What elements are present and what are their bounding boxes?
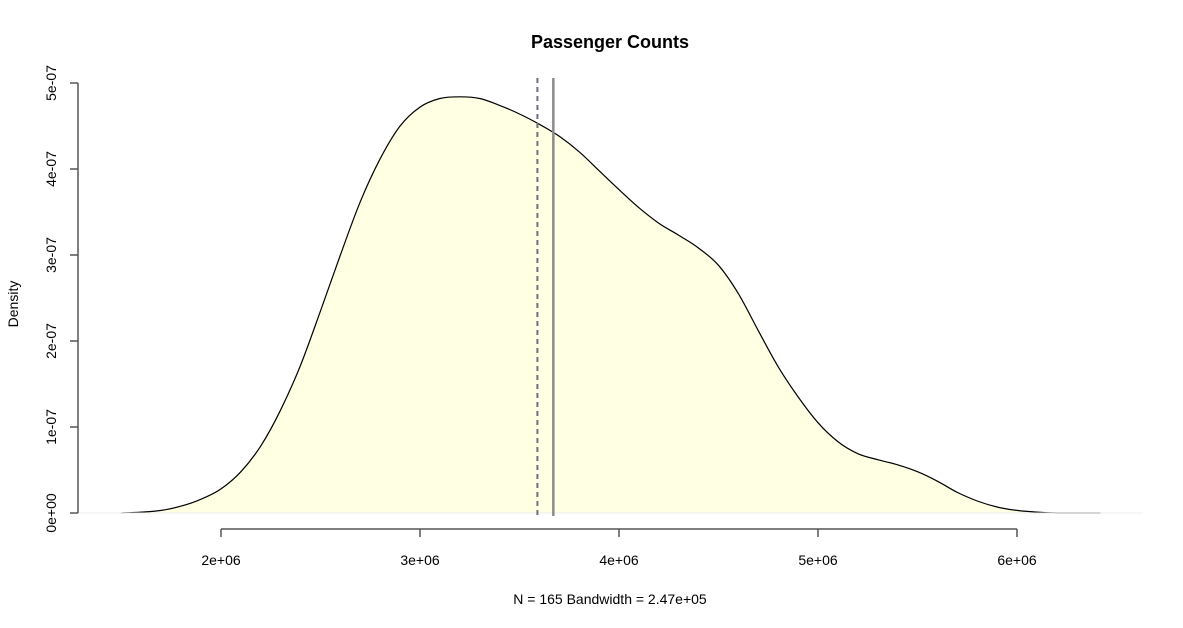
x-tick-label: 4e+06: [599, 552, 639, 568]
y-tick-label: 2e-07: [43, 323, 59, 359]
y-tick-label: 0e+00: [43, 493, 59, 533]
x-tick-label: 5e+06: [798, 552, 838, 568]
y-tick-label: 3e-07: [43, 237, 59, 273]
y-tick-label: 1e-07: [43, 409, 59, 445]
density-curve: [121, 96, 1101, 514]
plot-area: [80, 96, 1143, 514]
chart-title: Passenger Counts: [531, 32, 689, 52]
x-tick-label: 6e+06: [997, 552, 1037, 568]
y-tick-label: 4e-07: [43, 151, 59, 187]
y-axis-label: Density: [5, 281, 21, 328]
y-tick-label: 5e-07: [43, 65, 59, 101]
density-area: [121, 96, 1101, 514]
reference-lines: [536, 78, 555, 516]
x-axis-label: N = 165 Bandwidth = 2.47e+05: [513, 591, 707, 607]
y-axis: 0e+00 1e-07 2e-07 3e-07 4e-07 5e-07: [43, 65, 79, 533]
x-tick-label: 2e+06: [201, 552, 241, 568]
x-tick-label: 3e+06: [400, 552, 440, 568]
x-axis: 2e+06 3e+06 4e+06 5e+06 6e+06: [201, 528, 1037, 568]
